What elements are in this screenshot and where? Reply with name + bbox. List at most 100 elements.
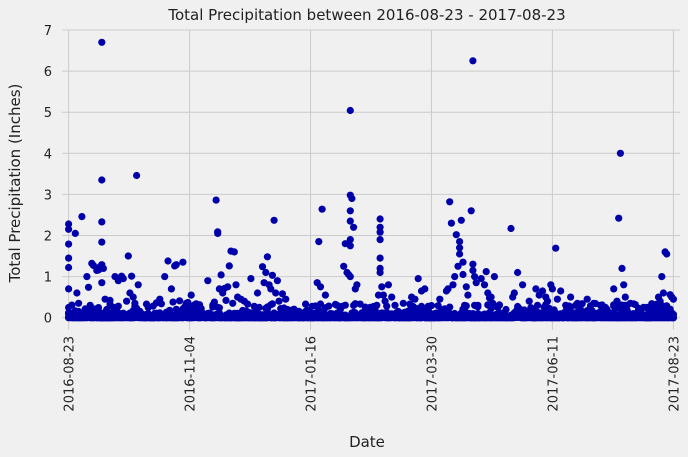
- data-point: [310, 310, 318, 318]
- data-point: [431, 310, 439, 318]
- data-point: [65, 220, 73, 228]
- data-point: [65, 225, 73, 233]
- data-point: [618, 264, 626, 272]
- data-point: [446, 303, 454, 311]
- y-axis-label: Total Precipitation (Inches): [6, 84, 24, 284]
- data-point: [98, 38, 106, 46]
- data-point: [65, 263, 73, 272]
- data-point: [452, 231, 460, 239]
- data-point: [610, 285, 618, 293]
- data-point: [548, 285, 557, 293]
- data-point: [247, 275, 255, 283]
- x-tick-label: 2016-11-04: [184, 336, 199, 412]
- data-point: [75, 299, 83, 307]
- data-point: [262, 268, 270, 277]
- data-point: [490, 273, 498, 281]
- data-point: [469, 266, 477, 274]
- data-point: [346, 242, 354, 250]
- x-tick-label: 2017-03-30: [425, 336, 440, 412]
- data-point: [456, 250, 464, 258]
- data-point: [179, 258, 187, 266]
- data-point: [230, 248, 238, 256]
- data-point: [161, 273, 169, 281]
- data-point: [621, 293, 629, 301]
- plot-area: [62, 30, 680, 330]
- data-point: [225, 262, 233, 270]
- data-point: [552, 244, 560, 252]
- data-point: [567, 293, 575, 301]
- data-point: [583, 295, 591, 303]
- data-point: [149, 312, 157, 320]
- data-point: [480, 281, 489, 289]
- data-point: [326, 310, 334, 318]
- data-point: [572, 301, 580, 309]
- x-tick-labels: 2016-08-23 2016-11-04 2017-01-16 2017-03-30…: [63, 336, 683, 412]
- gridlines: [62, 29, 680, 330]
- x-tick-label: 2016-08-23: [63, 336, 78, 412]
- data-point: [459, 270, 467, 279]
- data-point: [446, 198, 454, 206]
- data-point: [346, 236, 354, 244]
- data-point: [421, 285, 429, 293]
- x-tick-label: 2017-08-23: [667, 336, 682, 412]
- data-point: [99, 264, 107, 272]
- data-point: [210, 298, 218, 306]
- data-point: [356, 300, 364, 308]
- data-point: [626, 299, 634, 307]
- data-point: [414, 275, 422, 283]
- data-point: [510, 289, 518, 297]
- data-point: [462, 283, 470, 291]
- data-point: [620, 281, 628, 289]
- data-point: [519, 281, 527, 289]
- data-point: [98, 238, 106, 246]
- data-point: [630, 310, 638, 318]
- data-point: [167, 285, 175, 293]
- data-point: [533, 301, 542, 309]
- y-tick-labels: 0 1 2 3 4 5 6 7: [44, 24, 52, 327]
- data-point: [616, 149, 625, 157]
- data-point: [65, 240, 73, 248]
- data-point: [459, 258, 467, 266]
- data-point: [394, 307, 402, 316]
- y-tick-label: 7: [44, 24, 52, 39]
- data-point: [378, 283, 386, 291]
- data-point: [98, 176, 106, 184]
- data-point: [477, 275, 485, 283]
- data-point: [164, 257, 172, 265]
- data-point: [350, 223, 358, 231]
- data-point: [348, 194, 356, 203]
- data-point: [70, 313, 78, 321]
- data-point: [532, 285, 540, 293]
- data-point: [244, 300, 252, 308]
- x-axis-label: Date: [349, 433, 385, 451]
- data-point: [336, 305, 344, 314]
- data-point: [204, 277, 212, 285]
- data-point: [495, 301, 503, 309]
- data-point: [379, 291, 387, 299]
- data-point: [456, 238, 464, 246]
- data-point: [663, 250, 671, 258]
- data-point: [79, 313, 88, 321]
- data-point: [514, 268, 522, 277]
- data-point: [84, 283, 93, 291]
- data-point: [482, 268, 490, 276]
- data-point: [502, 305, 510, 314]
- data-point: [613, 297, 621, 305]
- data-point: [489, 299, 497, 307]
- data-point: [182, 312, 190, 320]
- y-tick-label: 2: [44, 229, 52, 244]
- data-point: [651, 301, 659, 309]
- data-point: [615, 214, 623, 222]
- data-point: [411, 295, 419, 303]
- data-point: [212, 196, 220, 204]
- data-point: [648, 307, 656, 316]
- data-point: [232, 281, 240, 289]
- y-tick-label: 1: [44, 271, 52, 286]
- data-point: [656, 297, 664, 305]
- data-point: [353, 281, 361, 289]
- data-point: [376, 254, 384, 262]
- data-point: [229, 299, 237, 307]
- data-point: [184, 298, 192, 307]
- data-point: [388, 293, 396, 301]
- data-point: [376, 215, 384, 223]
